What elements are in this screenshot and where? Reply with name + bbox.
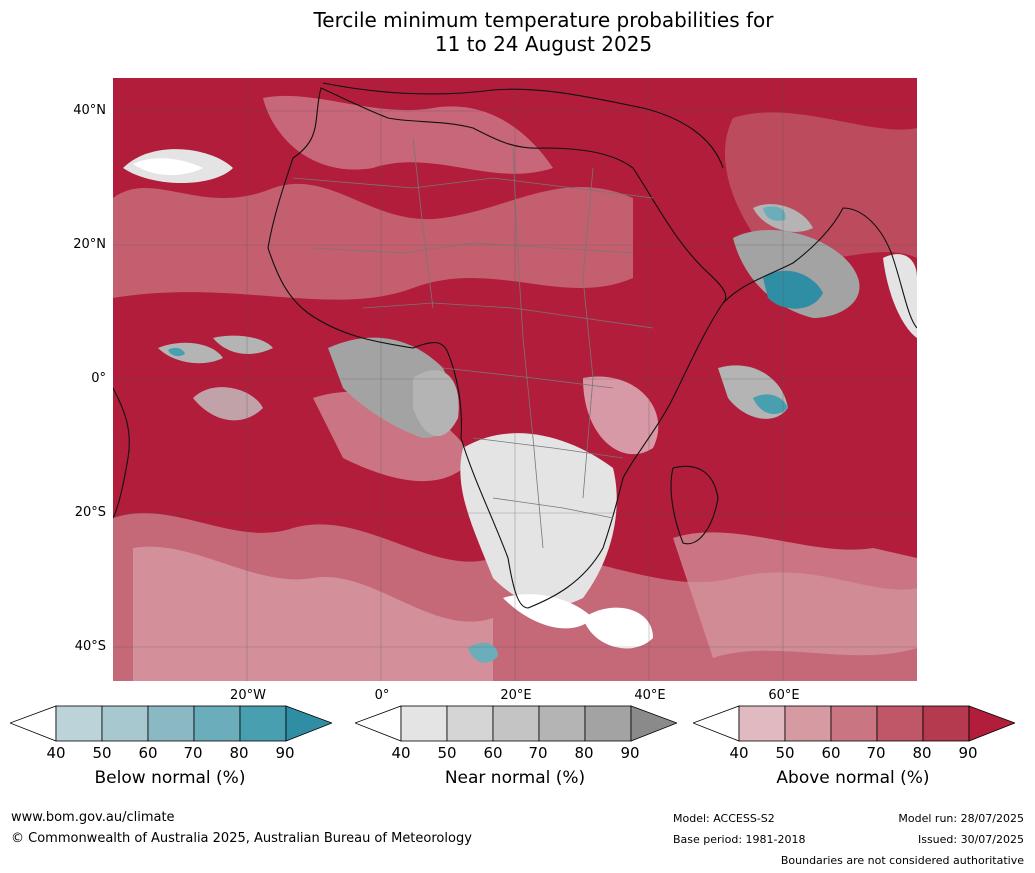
cbar-above-tick: 80 — [912, 744, 932, 762]
lon-label-20e: 20°E — [500, 688, 532, 703]
country-borders — [292, 137, 654, 549]
cbar-near-tick: 60 — [483, 744, 503, 762]
coastlines — [113, 82, 917, 609]
footer-url[interactable]: www.bom.gov.au/climate — [11, 810, 175, 825]
colorbar-segment — [538, 705, 586, 742]
footer-issued: Issued: 30/07/2025 — [917, 833, 1024, 846]
cbar-below-tick: 90 — [275, 744, 295, 762]
colorbar-segment — [55, 705, 103, 742]
footer-model: Model: ACCESS-S2 — [673, 812, 775, 825]
below-normal-patches — [168, 206, 823, 663]
colorbar-segment — [830, 705, 878, 742]
cbar-near-tick: 90 — [620, 744, 640, 762]
footer-base-period: Base period: 1981-2018 — [673, 833, 806, 846]
map-canvas — [113, 78, 917, 681]
cbar-below-tick: 40 — [46, 744, 66, 762]
colorbar-segment — [584, 705, 632, 742]
cbar-near-label: Near normal (%) — [444, 768, 586, 788]
lon-label-40e: 40°E — [634, 688, 666, 703]
cbar-above-tick: 70 — [866, 744, 886, 762]
probability-map[interactable] — [113, 78, 917, 681]
cbar-below-tick: 70 — [183, 744, 203, 762]
colorbar-segment — [446, 705, 494, 742]
title-line-1: Tercile minimum temperature probabilitie… — [313, 8, 774, 32]
cbar-above-tick: 40 — [729, 744, 749, 762]
cbar-below-tick: 60 — [138, 744, 158, 762]
cbar-above-label: Above normal (%) — [776, 768, 930, 788]
colorbar-segment — [876, 705, 924, 742]
cbar-below-tick: 80 — [229, 744, 249, 762]
colorbar-segment — [492, 705, 540, 742]
colorbar-above-normal — [691, 705, 1017, 747]
colorbar-extend-low — [8, 705, 57, 742]
cbar-near-tick: 70 — [528, 744, 548, 762]
colorbar-segment — [147, 705, 195, 742]
colorbar-near-normal — [353, 705, 679, 747]
cbar-near-tick: 40 — [391, 744, 411, 762]
colorbar-below-normal — [8, 705, 334, 747]
colorbar-extend-high — [968, 705, 1017, 742]
cbar-below-label: Below normal (%) — [94, 768, 246, 788]
cbar-near-tick: 50 — [437, 744, 457, 762]
footer-disclaimer: Boundaries are not considered authoritat… — [780, 854, 1024, 867]
lon-label-0: 0° — [374, 688, 390, 703]
colorbar-segment — [101, 705, 149, 742]
colorbar-extend-low — [691, 705, 740, 742]
colorbar-extend-low — [353, 705, 402, 742]
colorbar-segment — [922, 705, 970, 742]
cbar-near-tick: 80 — [574, 744, 594, 762]
colorbar-segment — [784, 705, 832, 742]
lon-label-60e: 60°E — [768, 688, 800, 703]
lat-label-40n: 40°N — [73, 103, 106, 118]
colorbar-segment — [400, 705, 448, 742]
graticule — [113, 78, 917, 681]
cbar-below-tick: 50 — [92, 744, 112, 762]
cbar-above-tick: 60 — [821, 744, 841, 762]
chart-title: Tercile minimum temperature probabilitie… — [0, 8, 1035, 56]
colorbar-extend-high — [285, 705, 334, 742]
footer-copyright: © Commonwealth of Australia 2025, Austra… — [11, 831, 472, 846]
title-line-2: 11 to 24 August 2025 — [434, 32, 653, 56]
lon-label-20w: 20°W — [230, 688, 266, 703]
cbar-above-tick: 90 — [958, 744, 978, 762]
lat-label-40s: 40°S — [74, 639, 106, 654]
footer-model-run: Model run: 28/07/2025 — [898, 812, 1024, 825]
colorbar-segment — [239, 705, 287, 742]
cbar-above-tick: 50 — [775, 744, 795, 762]
colorbar-segment — [193, 705, 241, 742]
lat-label-0: 0° — [91, 371, 106, 386]
lat-label-20s: 20°S — [74, 505, 106, 520]
colorbar-segment — [738, 705, 786, 742]
colorbar-extend-high — [630, 705, 679, 742]
lat-label-20n: 20°N — [73, 237, 106, 252]
